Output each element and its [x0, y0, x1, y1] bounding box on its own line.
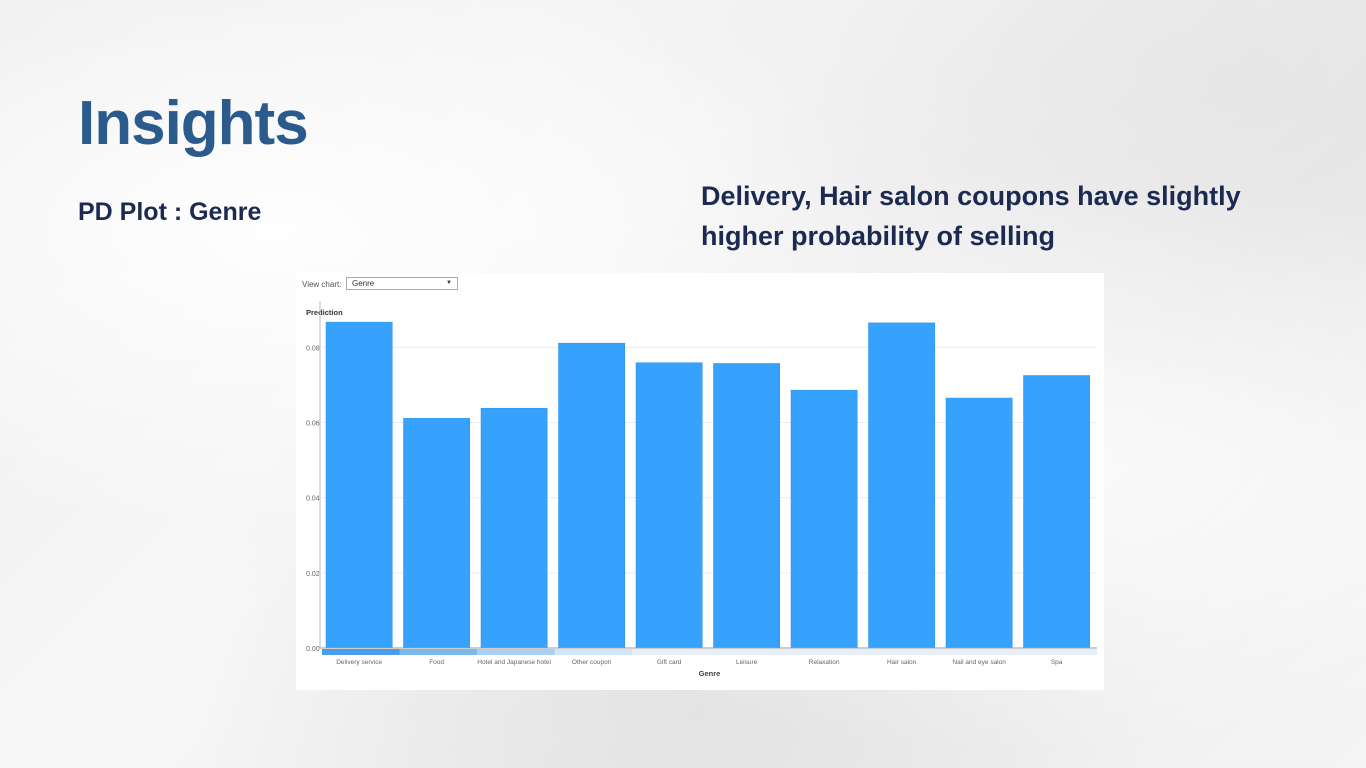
- chevron-down-icon: ▼: [446, 280, 452, 286]
- bar[interactable]: [790, 389, 858, 649]
- bar[interactable]: [1023, 375, 1091, 649]
- bar[interactable]: [945, 397, 1013, 649]
- x-tick-label: Delivery service: [336, 659, 382, 666]
- view-chart-select[interactable]: Genre ▼: [346, 277, 458, 290]
- range-scrollbar-segment: [477, 649, 555, 655]
- x-axis-title: Genre: [699, 669, 721, 678]
- x-tick-label: Relaxation: [809, 659, 840, 666]
- range-scrollbar-thumb[interactable]: [322, 649, 400, 655]
- view-chart-label: View chart:: [302, 280, 342, 289]
- y-tick-label: 0.00: [306, 646, 320, 653]
- bar[interactable]: [558, 342, 626, 649]
- bar[interactable]: [635, 362, 703, 649]
- x-tick-label: Hair salon: [887, 659, 917, 666]
- page-title: Insights: [78, 89, 309, 158]
- bar[interactable]: [403, 418, 471, 649]
- insight-text: Delivery, Hair salon coupons have slight…: [701, 181, 1241, 251]
- x-tick-label: Spa: [1051, 659, 1063, 666]
- x-tick-label: Leisure: [736, 659, 758, 666]
- x-tick-label: Hotel and Japanese hotel: [477, 659, 551, 666]
- bar[interactable]: [713, 363, 781, 649]
- pd-bar-chart: 0.00 0.02 0.04 0.06 0.08 Prediction Delivery s…: [306, 301, 1097, 678]
- x-tick-label: Other coupon: [572, 659, 612, 666]
- x-tick-label: Nail and eye salon: [952, 659, 1006, 666]
- y-tick-label: 0.08: [306, 345, 320, 352]
- bar[interactable]: [325, 321, 393, 649]
- y-tick-label: 0.02: [306, 571, 320, 578]
- range-scrollbar-segment: [554, 649, 632, 655]
- plot-subtitle: PD Plot : Genre: [78, 198, 262, 226]
- x-tick-label: Gift card: [657, 659, 682, 666]
- bar[interactable]: [868, 322, 936, 649]
- y-tick-label: 0.06: [306, 420, 320, 427]
- range-scrollbar[interactable]: [322, 649, 1097, 655]
- y-axis-title: Prediction: [306, 308, 343, 317]
- x-tick-label: Food: [429, 659, 444, 666]
- y-tick-label: 0.04: [306, 496, 320, 503]
- range-scrollbar-segment: [399, 649, 477, 655]
- bar[interactable]: [480, 407, 548, 649]
- view-chart-value: Genre: [352, 279, 375, 288]
- chart-panel: 0.00 0.02 0.04 0.06 0.08 Prediction Delivery s…: [296, 273, 1104, 690]
